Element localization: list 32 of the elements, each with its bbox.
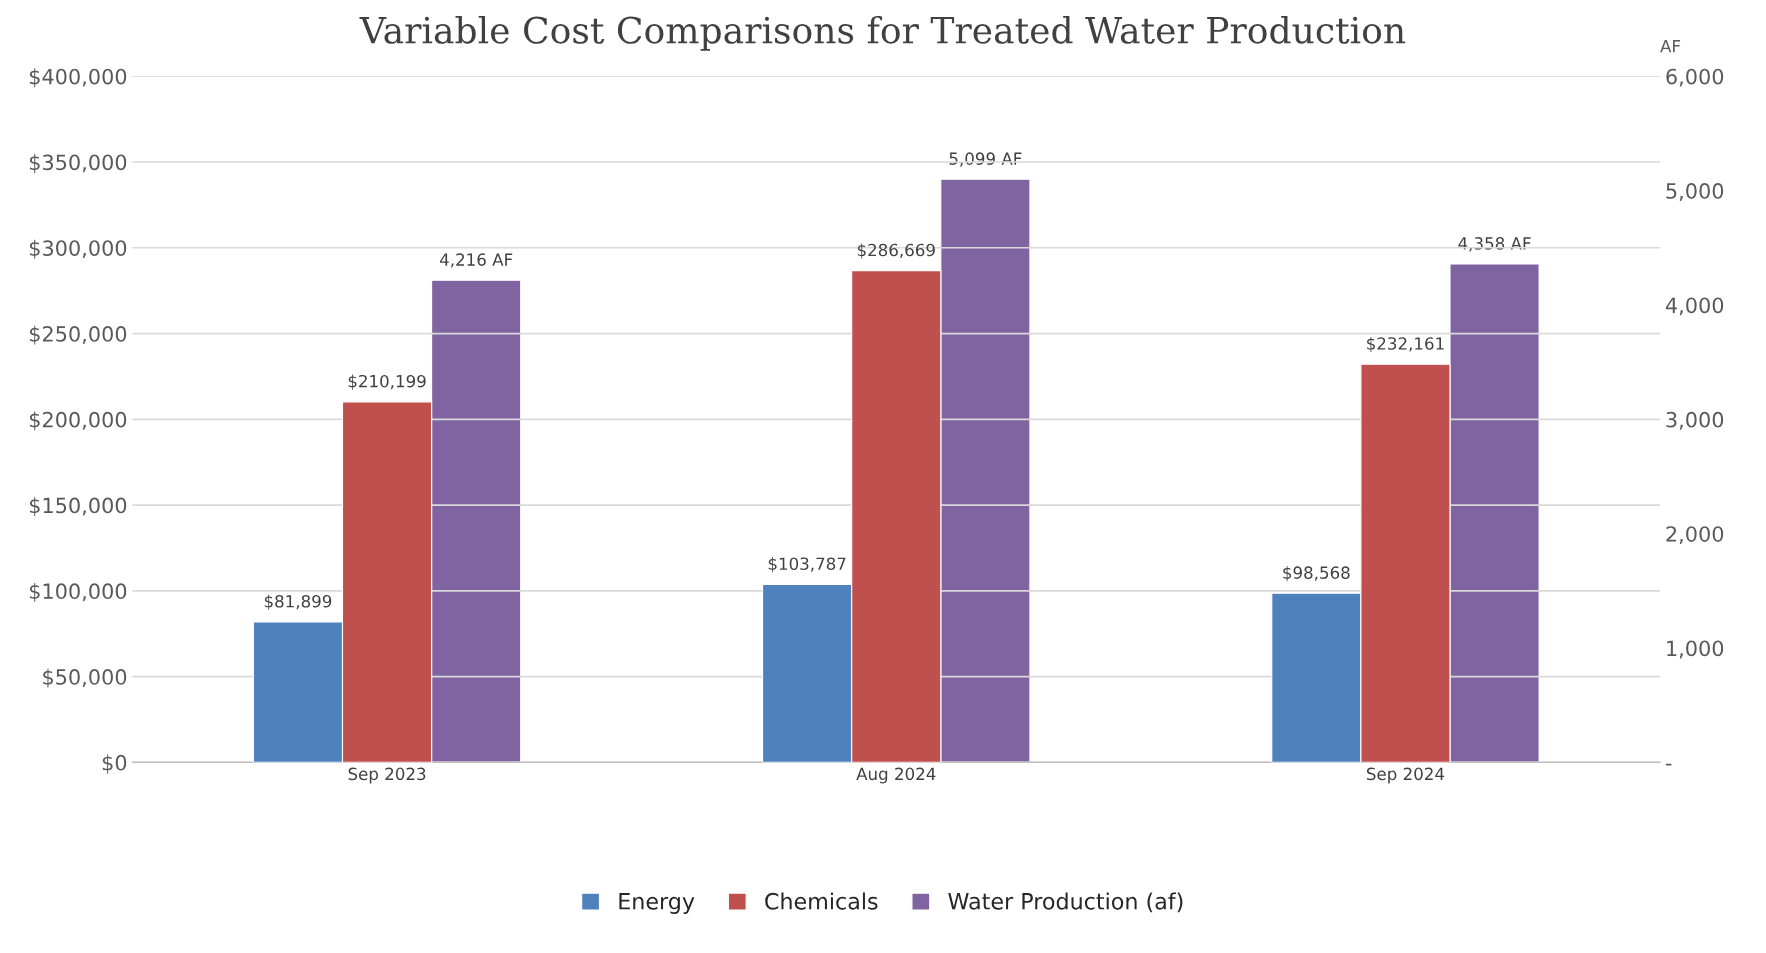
data-label: $81,899 (264, 594, 332, 610)
x-tick-label: Sep 2023 (348, 767, 426, 784)
data-label: $286,669 (857, 243, 935, 259)
y-tick-label: $250,000 (29, 325, 127, 345)
y-tick-label: $300,000 (29, 239, 127, 259)
chart-title: Variable Cost Comparisons for Treated Water Production (359, 15, 1406, 51)
y-tick-label: $0 (102, 754, 127, 774)
data-label: $210,199 (348, 374, 426, 390)
legend-label: Energy (619, 893, 695, 914)
y-tick-label: $350,000 (29, 154, 127, 173)
y2-tick-label: 5,000 (1666, 183, 1724, 201)
y2-tick-label: 1,000 (1667, 640, 1724, 659)
y2-axis-title: AF (1660, 40, 1681, 53)
x-tick-label: Aug 2024 (856, 767, 936, 784)
y-tick-label: $200,000 (29, 411, 127, 431)
data-label: $98,568 (1283, 566, 1350, 582)
legend-label: Chemicals (765, 892, 878, 910)
y-tick-label: $50,000 (43, 668, 127, 688)
y2-tick-label: 3,000 (1666, 411, 1724, 430)
x-tick-label: Sep 2024 (1366, 767, 1445, 784)
y2-tick-label: 6,000 (1666, 68, 1724, 87)
data-label: $232,161 (1367, 336, 1444, 353)
y-tick-label: $150,000 (29, 497, 127, 517)
data-label: $103,787 (768, 557, 846, 573)
y2-tick-label: 4,000 (1665, 297, 1724, 316)
data-label: 4,216 AF (439, 253, 513, 268)
y2-tick-label: - (1665, 763, 1672, 766)
y-tick-label: $100,000 (29, 582, 127, 602)
data-label: 5,099 AF (949, 152, 1022, 167)
legend-label: Water Production (af) (948, 892, 1183, 913)
y2-tick-label: 2,000 (1666, 526, 1724, 545)
y-tick-label: $400,000 (29, 68, 127, 88)
